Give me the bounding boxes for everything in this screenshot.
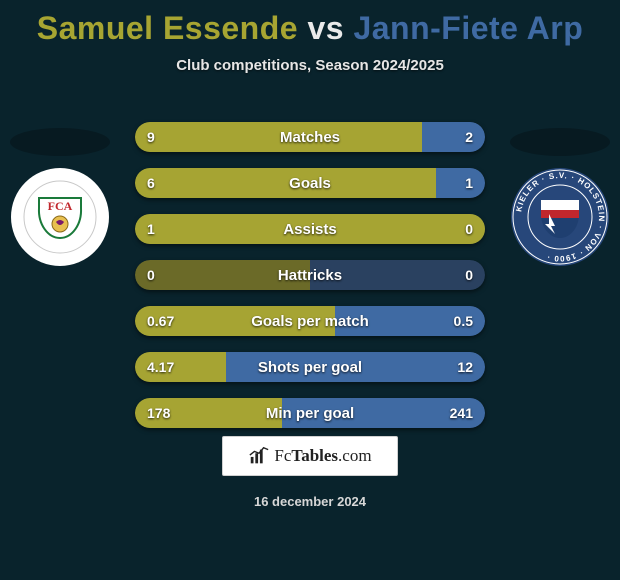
stat-row: 0.670.5Goals per match <box>135 306 485 336</box>
player1-name: Samuel Essende <box>37 10 298 46</box>
stat-label: Shots per goal <box>135 352 485 382</box>
player2-club-column: KIELER · S.V. · HOLSTEIN · VON · 1900 · <box>500 110 620 310</box>
brand-prefix: Fc <box>274 446 291 465</box>
stat-label: Min per goal <box>135 398 485 428</box>
stat-row: 61Goals <box>135 168 485 198</box>
fca-logo-icon: FCA <box>23 180 97 254</box>
stat-row: 10Assists <box>135 214 485 244</box>
stat-label: Matches <box>135 122 485 152</box>
stat-row: 178241Min per goal <box>135 398 485 428</box>
bar-chart-icon <box>248 445 270 467</box>
subtitle: Club competitions, Season 2024/2025 <box>0 57 620 74</box>
snapshot-date: 16 december 2024 <box>0 494 620 509</box>
holstein-kiel-logo-icon: KIELER · S.V. · HOLSTEIN · VON · 1900 · <box>511 168 609 266</box>
brand-bold: Tables <box>291 446 338 465</box>
stat-label: Assists <box>135 214 485 244</box>
fctables-logo[interactable]: FcTables.com <box>222 436 398 476</box>
vs-label: vs <box>307 10 344 46</box>
player2-silhouette-shadow <box>510 128 610 156</box>
player1-club-badge: FCA <box>11 168 109 266</box>
stat-label: Hattricks <box>135 260 485 290</box>
stat-row: 4.1712Shots per goal <box>135 352 485 382</box>
brand-text: FcTables.com <box>274 446 371 466</box>
player1-club-column: FCA <box>0 110 120 310</box>
player2-club-badge: KIELER · S.V. · HOLSTEIN · VON · 1900 · <box>511 168 609 266</box>
stat-row: 00Hattricks <box>135 260 485 290</box>
comparison-title: Samuel Essende vs Jann-Fiete Arp <box>0 0 620 47</box>
stat-bars-container: 92Matches 61Goals 10Assists 00Hattricks 0.67… <box>135 122 485 444</box>
fca-abbrev: FCA <box>48 199 73 213</box>
stat-label: Goals <box>135 168 485 198</box>
player1-silhouette-shadow <box>10 128 110 156</box>
brand-suffix: .com <box>338 446 372 465</box>
stats-stage: FCA KIELER · S.V. · HOLSTEIN · VON · 190… <box>0 110 620 450</box>
stat-row: 92Matches <box>135 122 485 152</box>
player2-name: Jann-Fiete Arp <box>353 10 583 46</box>
stat-label: Goals per match <box>135 306 485 336</box>
